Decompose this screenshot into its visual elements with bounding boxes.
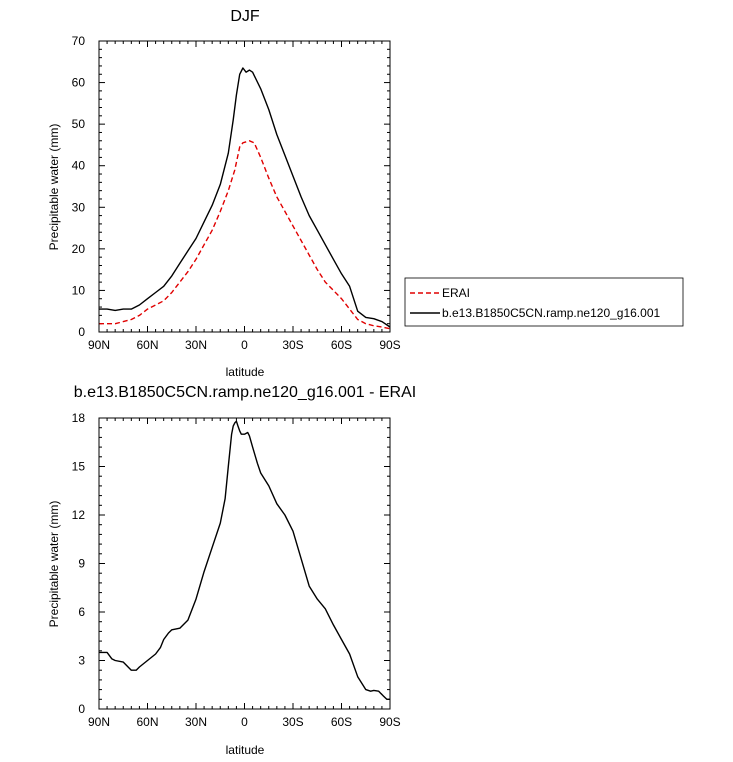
x-tick-label: 90N <box>88 715 110 729</box>
x-tick-label: 90S <box>379 715 400 729</box>
chart-title: b.e13.B1850C5CN.ramp.ne120_g16.001 - ERA… <box>74 384 416 401</box>
x-tick-label: 90N <box>88 338 110 352</box>
series-lines <box>99 420 390 700</box>
x-tick-labels: 90N 60N 30N 0 30S 60S 90S <box>88 338 401 352</box>
x-tick-label: 60S <box>331 338 352 352</box>
y-axis-label: Precipitable water (mm) <box>47 501 61 628</box>
x-tick-label: 30S <box>282 338 303 352</box>
legend-box <box>404 277 684 327</box>
x-tick-label: 30N <box>185 338 207 352</box>
y-tick-label: 10 <box>72 283 86 297</box>
panel-bottom: b.e13.B1850C5CN.ramp.ne120_g16.001 - ERA… <box>47 384 416 757</box>
y-tick-label: 3 <box>78 654 85 668</box>
y-tick-label: 60 <box>72 76 86 90</box>
x-tick-label: 90S <box>379 338 400 352</box>
series-lines <box>99 67 391 330</box>
y-axis-label: Precipitable water (mm) <box>47 124 61 251</box>
x-tick-label: 60N <box>136 715 158 729</box>
legend-label-erai: ERAI <box>442 286 470 300</box>
x-tick-label: 60S <box>331 715 352 729</box>
y-tick-label: 40 <box>72 159 86 173</box>
y-tick-label: 0 <box>78 702 85 716</box>
chart-title: DJF <box>230 8 260 25</box>
x-tick-label: 30S <box>282 715 303 729</box>
x-tick-labels: 90N 60N 30N 0 30S 60S 90S <box>88 715 401 729</box>
y-tick-label: 12 <box>72 508 86 522</box>
y-tick-labels: 0 10 20 30 40 50 60 70 <box>72 34 86 339</box>
x-axis-label: latitude <box>226 743 265 757</box>
plot-frame <box>98 40 391 333</box>
tick-marks <box>98 417 391 710</box>
y-tick-label: 70 <box>72 34 86 48</box>
legend: ERAI b.e13.B1850C5CN.ramp.ne120_g16.001 <box>404 277 684 327</box>
y-tick-label: 20 <box>72 242 86 256</box>
y-tick-label: 0 <box>78 325 85 339</box>
x-tick-label: 0 <box>241 338 248 352</box>
plot-frame <box>98 417 391 710</box>
y-tick-label: 50 <box>72 117 86 131</box>
series-line-model <box>99 67 391 328</box>
x-axis-label: latitude <box>226 365 265 379</box>
y-tick-label: 18 <box>72 411 86 425</box>
y-tick-label: 9 <box>78 557 85 571</box>
tick-marks <box>98 40 391 333</box>
y-tick-label: 30 <box>72 200 86 214</box>
x-tick-label: 30N <box>185 715 207 729</box>
y-tick-labels: 0 3 6 9 12 15 18 <box>72 411 86 716</box>
x-tick-label: 60N <box>136 338 158 352</box>
x-tick-label: 0 <box>241 715 248 729</box>
panel-top: DJF Precipitable water (mm) latitude 90N… <box>47 8 401 379</box>
series-line-difference <box>99 420 390 700</box>
series-line-erai <box>99 140 391 330</box>
y-tick-label: 15 <box>72 460 86 474</box>
legend-label-model: b.e13.B1850C5CN.ramp.ne120_g16.001 <box>442 306 660 320</box>
y-tick-label: 6 <box>78 605 85 619</box>
